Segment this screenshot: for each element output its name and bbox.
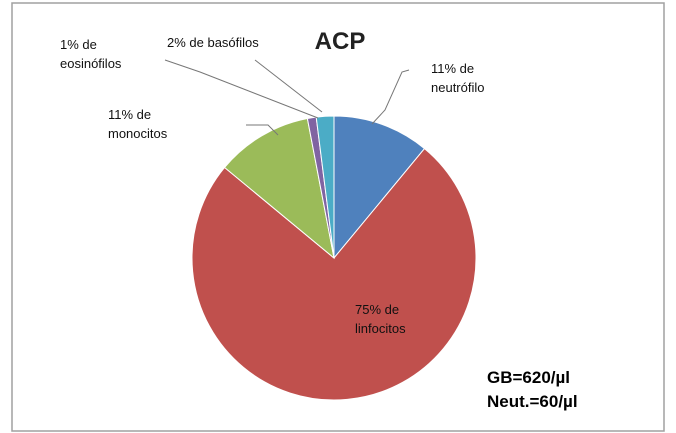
- leader-line: [246, 124, 279, 136]
- annotation: GB=620/µl: [487, 368, 571, 387]
- frame: [11, 2, 665, 432]
- data-label: 75% de linfocitos: [355, 302, 406, 336]
- data-label: 1% de eosinófilos: [60, 37, 122, 71]
- leader-line: [254, 59, 323, 113]
- annotation: Neut.=60/µl: [487, 392, 578, 411]
- data-label: 2% de basófilos: [167, 35, 259, 50]
- leader-lines: [164, 59, 410, 136]
- pie-slice: [191, 147, 477, 401]
- leader-line: [164, 59, 319, 119]
- pie-slice: [223, 117, 335, 260]
- chart-title: ACP: [314, 28, 366, 55]
- data-label: 11% de neutrófilo: [431, 61, 485, 95]
- data-label: 11% de monocitos: [108, 107, 168, 141]
- pie-slice: [333, 115, 426, 260]
- leader-line: [371, 69, 410, 125]
